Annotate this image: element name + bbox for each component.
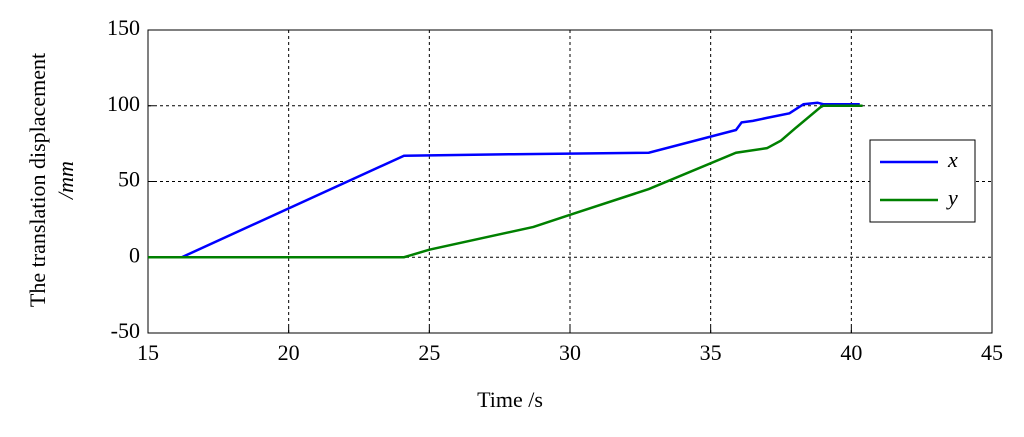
legend-label: x <box>947 147 958 172</box>
y-axis-label: The translation displacement <box>25 53 50 307</box>
x-tick-label: 35 <box>700 340 722 365</box>
y-tick-label: 50 <box>118 167 140 192</box>
x-tick-label: 40 <box>840 340 862 365</box>
y-tick-label: 150 <box>107 15 140 40</box>
x-tick-label: 45 <box>981 340 1003 365</box>
plot-frame <box>147 29 993 334</box>
legend-box <box>869 139 976 223</box>
y-axis-unit: /mm <box>53 161 78 201</box>
x-tick-label: 20 <box>278 340 300 365</box>
x-tick-label: 30 <box>559 340 581 365</box>
data-line <box>148 104 863 259</box>
data-line <box>148 101 860 259</box>
y-tick-label: -50 <box>111 318 140 343</box>
y-tick-label: 100 <box>107 91 140 116</box>
x-tick-label: 25 <box>418 340 440 365</box>
legend-label: y <box>946 185 958 210</box>
y-tick-label: 0 <box>129 242 140 267</box>
x-axis-label: Time /s <box>477 387 543 412</box>
x-tick-label: 15 <box>137 340 159 365</box>
